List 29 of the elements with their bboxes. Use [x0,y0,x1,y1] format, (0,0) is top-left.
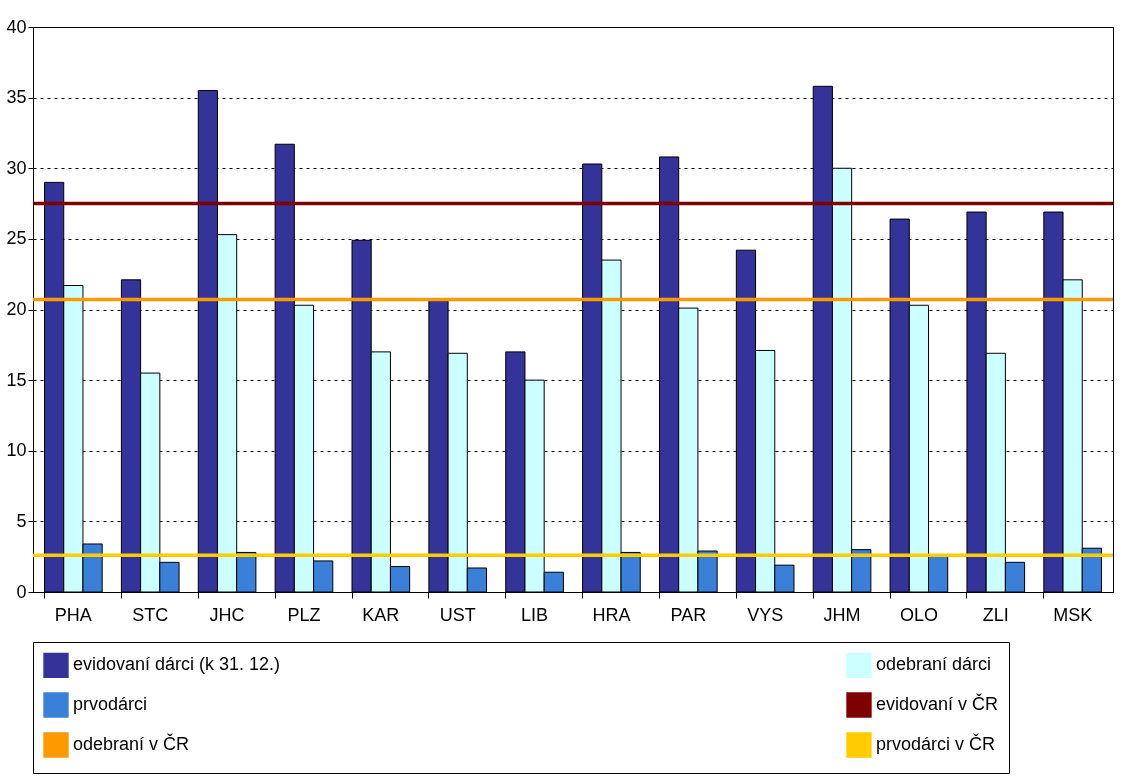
x-tick-label: PLZ [287,604,321,625]
y-tick-label: 20 [6,299,27,319]
x-tick-label: JHM [823,604,861,625]
x-tick-label: UST [439,604,476,625]
x-tick-label: PAR [670,604,707,625]
y-tick-label: 0 [16,581,27,602]
x-tick-label: LIB [521,604,549,625]
legend-label: prvodárci [73,694,148,714]
legend-label: prvodárci v ČR [876,733,996,754]
x-tick-label: VYS [747,604,784,625]
y-tick-label: 10 [6,440,27,461]
x-tick-label: HRA [592,604,631,625]
legend-label: odebraní dárci [876,654,992,675]
y-tick-label: 30 [6,157,27,178]
legend-label: odebraní v ČR [73,733,190,754]
y-tick-label: 40 [6,16,27,37]
y-tick-label: 35 [6,87,27,108]
x-tick-label: ZLI [982,604,1009,625]
x-tick-label: OLO [899,604,938,625]
x-tick-label: JHC [209,604,245,625]
legend-label: evidovaní dárci (k 31. 12.) [73,654,281,675]
y-tick-label: 25 [6,228,27,249]
y-tick-label: 15 [6,369,27,390]
x-tick-label: MSK [1053,604,1093,625]
x-tick-label: KAR [362,604,400,625]
x-tick-label: PHA [54,604,92,625]
legend-label: evidovaní v ČR [876,693,999,714]
x-tick-label: STC [132,604,169,625]
y-tick-label: 5 [16,510,27,531]
